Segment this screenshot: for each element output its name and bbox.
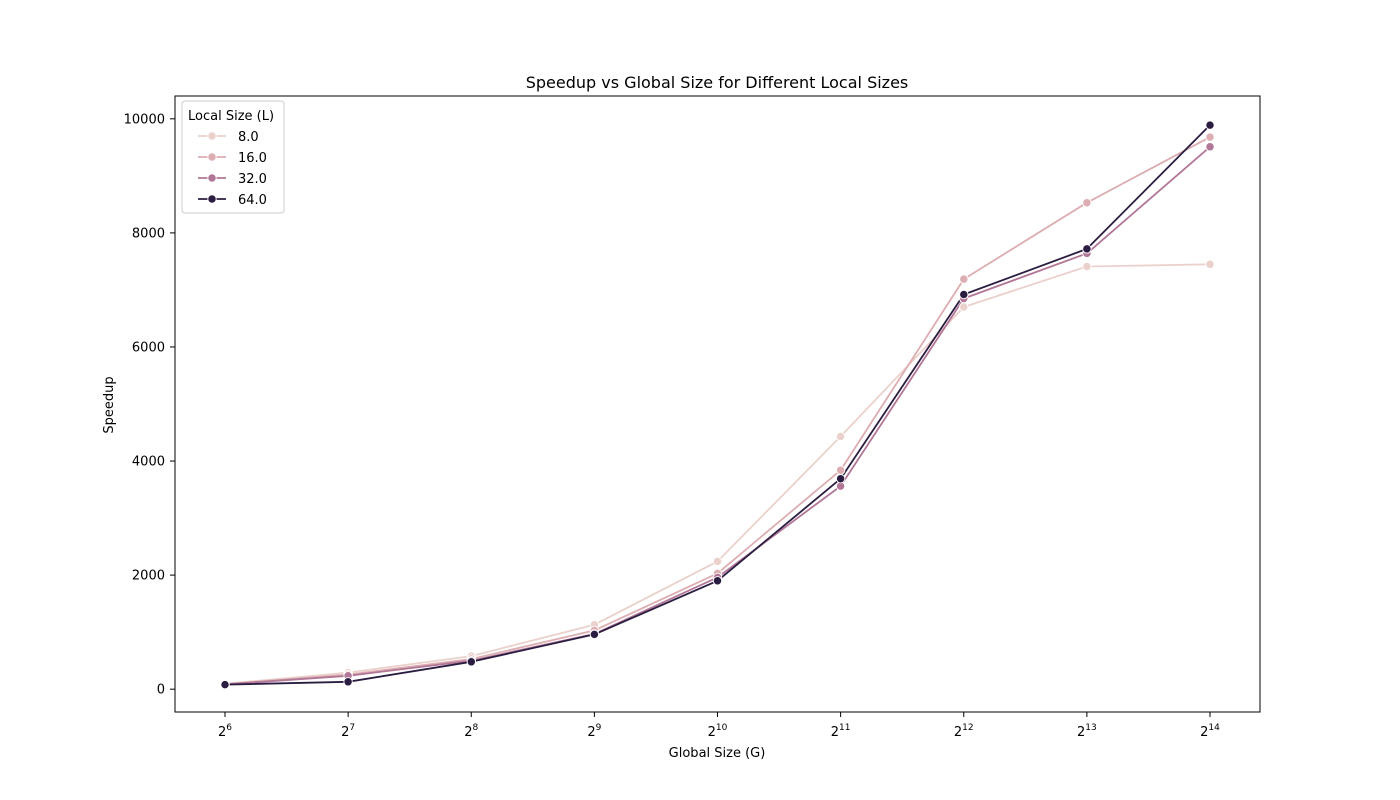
data-point-8.0-2048 <box>835 431 846 442</box>
data-point-8.0-8192 <box>1082 261 1092 272</box>
legend-marker-16.0 <box>207 152 217 162</box>
y-tick-label: 10000 <box>124 112 165 127</box>
data-point-8.0-4096 <box>959 302 969 312</box>
y-tick-label: 0 <box>157 683 165 698</box>
data-point-16.0-16384 <box>1205 132 1215 142</box>
x-tick-label: 27 <box>341 723 355 740</box>
data-point-16.0-4096 <box>959 274 969 284</box>
data-point-16.0-2048 <box>835 465 846 475</box>
chart-title: Speedup vs Global Size for Different Loc… <box>526 73 909 92</box>
x-tick-label: 212 <box>954 723 974 740</box>
data-point-32.0-16384 <box>1205 142 1215 152</box>
y-tick-label: 4000 <box>132 455 165 470</box>
data-point-64.0-256 <box>466 657 476 667</box>
data-point-64.0-1024 <box>712 576 723 586</box>
data-point-64.0-128 <box>343 677 353 687</box>
data-point-8.0-1024 <box>712 556 723 567</box>
legend: Local Size (L) 8.0 16.0 32.0 64.0 <box>181 100 285 214</box>
x-tick-label: 28 <box>464 723 478 740</box>
data-point-64.0-4096 <box>959 289 969 300</box>
data-point-64.0-2048 <box>835 474 846 484</box>
x-tick-label: 213 <box>1077 723 1097 740</box>
x-tick-label: 26 <box>218 723 232 740</box>
y-tick-label: 2000 <box>132 569 165 584</box>
legend-label-64.0: 64.0 <box>238 193 267 208</box>
legend-marker-8.0 <box>207 131 217 141</box>
y-tick-label: 6000 <box>132 340 165 355</box>
x-tick-label: 210 <box>708 723 728 740</box>
data-point-64.0-64 <box>220 679 230 690</box>
data-point-8.0-16384 <box>1205 259 1215 269</box>
data-point-64.0-512 <box>589 629 600 640</box>
legend-box <box>181 100 285 214</box>
legend-marker-64.0 <box>207 194 217 204</box>
data-point-16.0-8192 <box>1082 198 1092 208</box>
data-point-64.0-16384 <box>1205 120 1215 130</box>
x-tick-label: 211 <box>831 723 851 740</box>
legend-title: Local Size (L) <box>188 109 274 124</box>
y-tick-label: 8000 <box>132 226 165 241</box>
y-axis-label: Speedup <box>102 376 117 433</box>
x-tick-label: 214 <box>1200 723 1220 740</box>
data-point-64.0-8192 <box>1082 244 1092 254</box>
legend-marker-32.0 <box>207 173 217 183</box>
legend-label-8.0: 8.0 <box>238 130 259 145</box>
legend-label-32.0: 32.0 <box>238 172 267 187</box>
x-tick-label: 29 <box>587 723 601 740</box>
x-axis-label: Global Size (G) <box>669 746 766 761</box>
legend-label-16.0: 16.0 <box>238 151 267 166</box>
